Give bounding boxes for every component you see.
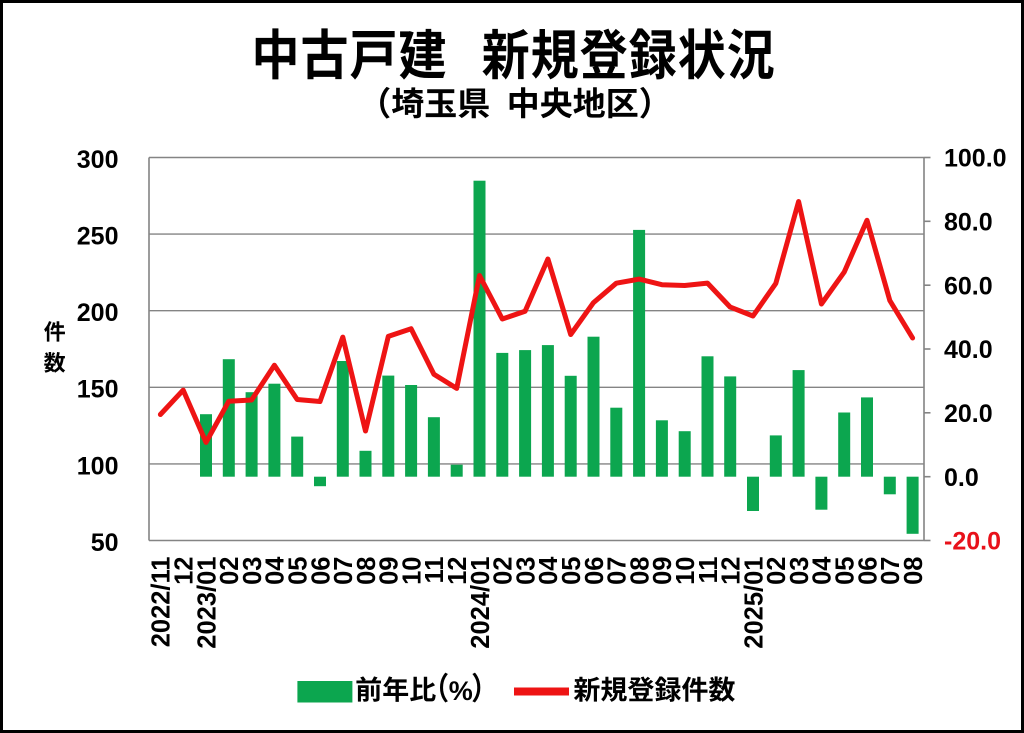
svg-text:%: % [449,676,473,706]
svg-text:04: 04 [535,556,563,585]
svg-text:0.0: 0.0 [944,464,979,492]
svg-text:250: 250 [77,223,119,251]
svg-text:07: 07 [877,557,905,585]
svg-text:2024/01: 2024/01 [467,557,495,649]
svg-text:04: 04 [262,556,290,585]
svg-text:300: 300 [77,146,119,174]
svg-text:10: 10 [398,557,426,585]
svg-text:60.0: 60.0 [944,272,993,300]
svg-text:-20.0: -20.0 [944,528,1001,556]
svg-text:80.0: 80.0 [944,209,993,237]
svg-text:09: 09 [649,557,677,585]
svg-text:03: 03 [239,557,267,585]
svg-text:08: 08 [900,557,928,585]
svg-text:100.0: 100.0 [944,145,1007,173]
svg-text:07: 07 [330,557,358,585]
svg-text:200: 200 [77,299,119,327]
svg-text:20.0: 20.0 [944,400,993,428]
svg-text:06: 06 [307,557,335,585]
svg-text:10: 10 [672,557,700,585]
svg-text:2022/11: 2022/11 [148,557,176,648]
svg-text:08: 08 [353,557,381,585]
svg-text:100: 100 [77,452,119,480]
svg-text:06: 06 [581,557,609,585]
svg-text:05: 05 [285,557,313,585]
svg-text:11: 11 [695,557,723,584]
svg-text:08: 08 [626,557,654,585]
svg-text:02: 02 [490,557,518,585]
svg-text:50: 50 [91,529,119,557]
svg-text:02: 02 [763,557,791,585]
svg-text:09: 09 [376,557,404,585]
svg-text:03: 03 [512,557,540,585]
svg-text:150: 150 [77,376,119,404]
svg-text:2025/01: 2025/01 [740,557,768,649]
svg-text:12: 12 [171,557,199,585]
svg-text:12: 12 [718,557,746,585]
svg-text:02: 02 [216,557,244,585]
svg-text:04: 04 [809,556,837,585]
svg-text:11: 11 [421,557,449,584]
svg-text:05: 05 [832,557,860,585]
svg-text:05: 05 [558,557,586,585]
svg-text:12: 12 [444,557,472,585]
svg-text:06: 06 [854,557,882,585]
svg-text:07: 07 [604,557,632,585]
svg-text:40.0: 40.0 [944,336,993,364]
svg-text:2023/01: 2023/01 [193,557,221,649]
svg-text:03: 03 [786,557,814,585]
